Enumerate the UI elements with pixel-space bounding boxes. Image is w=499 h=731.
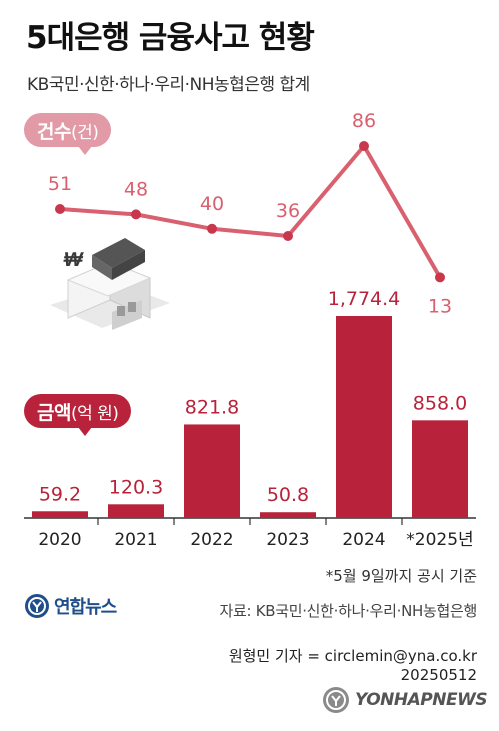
yonhap-logo-icon [25,594,49,618]
x-tick-label: 2021 [114,530,157,550]
count-legend-unit: (건) [70,122,99,143]
amount-legend-unit: (억 원) [70,403,119,424]
badge-tail [78,427,92,436]
amount-value-label: 120.3 [109,476,163,498]
count-legend-badge: 건수 (건) [24,113,112,155]
amount-bar [32,511,88,518]
amount-bar [184,424,240,518]
amount-value-label: 59.2 [39,483,81,505]
x-tick-label: 2023 [266,530,309,550]
count-value-label: 13 [428,295,452,317]
amount-bar [336,316,392,518]
count-legend-label: 건수 [37,120,71,143]
count-value-label: 36 [276,200,300,222]
count-point [207,223,217,234]
x-tick-label: 2024 [342,530,385,550]
amount-value-label: 1,774.4 [328,288,401,310]
count-line-layer: 51 48 40 36 86 13 [48,110,452,317]
amount-value-label: 821.8 [185,396,239,418]
logo-text: 연합뉴스 [54,597,117,618]
amount-value-label: 50.8 [267,484,309,506]
source-text: 자료: KB국민·신한·하나·우리·NH농협은행 [219,602,477,620]
yonhap-logo: 연합뉴스 [24,593,117,619]
count-point [435,272,445,283]
amount-bar-layer: 59.2 120.3 821.8 50.8 1,774.4 858.0 [32,288,468,518]
chart: ₩ 51 48 40 36 86 13 59.2 120.3 821.8 50.8 1,774.4… [24,110,476,550]
count-point [55,204,65,214]
x-tick-label: 2020 [38,530,81,550]
count-point [283,231,293,241]
amount-bar [412,420,468,518]
count-value-label: 51 [48,173,72,195]
x-tick-label: 2022 [190,530,233,550]
footnote: *5월 9일까지 공시 기준 [325,567,477,585]
reporter-text: 원형민 기자 = circlemin@yna.co.kr [228,647,477,665]
count-value-label: 86 [352,110,376,132]
bank-building-icon [50,261,170,330]
count-value-label: 40 [200,193,224,215]
amount-legend-label: 금액 [37,401,71,424]
svg-text:₩: ₩ [62,249,86,271]
amount-value-label: 858.0 [413,392,467,414]
x-axis: 2020 2021 2022 2023 2024 *2025년 [38,518,474,550]
subtitle: KB국민·신한·하나·우리·NH농협은행 합계 [27,75,310,95]
amount-bar [260,512,316,518]
count-value-label: 48 [124,178,148,200]
amount-bar [108,504,164,518]
watermark-text: YONHAPNEWS [355,690,488,710]
page-title: 5대은행 금융사고 현황 [26,20,315,56]
x-tick-label: *2025년 [406,530,473,550]
date-text: 20250512 [400,666,477,684]
amount-legend-badge: 금액 (억 원) [24,394,132,436]
won-sign-icon: ₩ [62,238,145,280]
count-line [59,144,442,279]
yonhap-logo-icon [323,687,349,713]
yonhap-watermark: YONHAPNEWS [322,686,488,714]
badge-tail [78,146,92,155]
count-point [131,209,141,220]
count-point [359,141,369,151]
